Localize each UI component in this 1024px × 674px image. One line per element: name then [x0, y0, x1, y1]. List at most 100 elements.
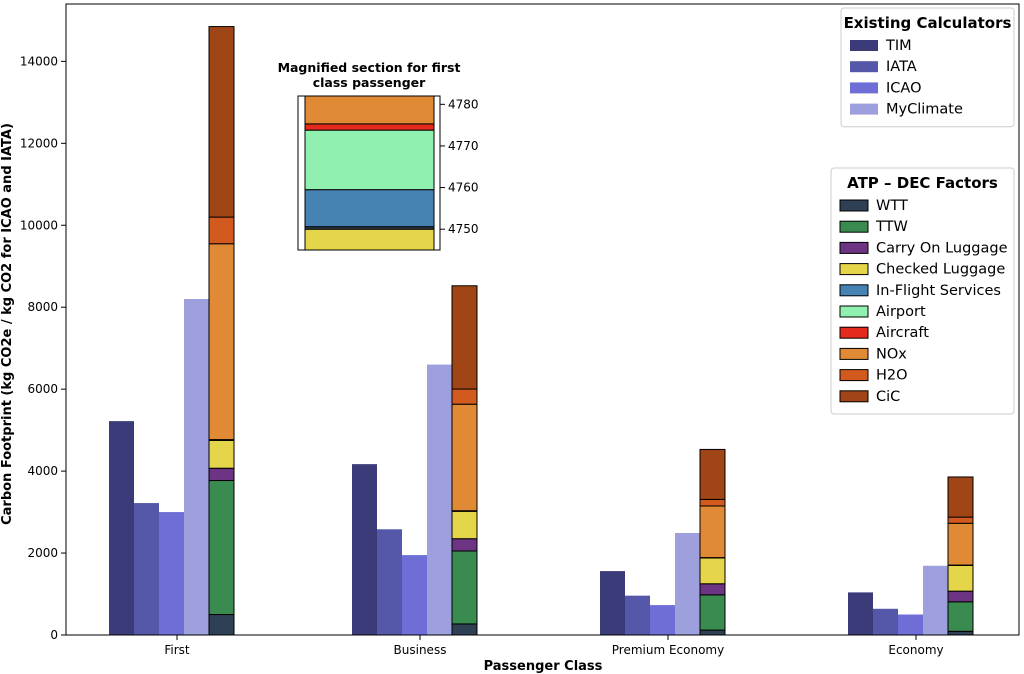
inset-segment-in-flight-services [304, 189, 435, 228]
stack-ttw-economy [947, 601, 974, 632]
bar-myclimate-premium-economy [675, 532, 700, 635]
bar-myclimate-first [184, 299, 209, 635]
bar-icao-business [402, 555, 427, 635]
stack-carry-on-luggage-business [451, 538, 478, 552]
y-tick-label: 10000 [20, 218, 58, 232]
legend-label-icao: ICAO [886, 80, 921, 96]
bar-myclimate-business [427, 364, 452, 635]
stack-nox-business [451, 403, 478, 512]
stack-carry-on-luggage-first [208, 467, 235, 482]
stack-wtt-economy [947, 630, 974, 636]
bar-icao-economy [898, 614, 923, 635]
legend-label-h2o: H2O [876, 368, 908, 384]
legend-atp: ATP – DEC Factors WTT TTW Carry On Luggage C… [830, 167, 1015, 415]
bar-iata-economy [873, 608, 898, 635]
legend-swatch-in-flight-services [839, 284, 869, 297]
legend-label-airport: Airport [876, 304, 926, 320]
y-tick-label: 2000 [27, 546, 58, 560]
bar-iata-first [134, 503, 159, 635]
inset-tick-label: 4770 [448, 139, 479, 153]
legend-label-ttw: TTW [875, 219, 908, 235]
x-tick-label: Economy [888, 643, 943, 657]
x-tick-label: First [164, 643, 190, 657]
legend-label-in-flight-services: In-Flight Services [876, 283, 1001, 299]
stack-nox-economy [947, 522, 974, 566]
y-tick-label: 14000 [20, 54, 58, 68]
y-tick-label: 6000 [27, 382, 58, 396]
stack-checked-luggage-first [208, 439, 235, 469]
stack-nox-first [208, 243, 235, 441]
bar-myclimate-economy [923, 565, 948, 635]
legend-label-aircraft: Aircraft [876, 325, 929, 341]
stack-ttw-premium-economy [699, 594, 726, 631]
stack-cic-business [451, 285, 478, 390]
legend-label-checked-luggage: Checked Luggage [876, 262, 1005, 278]
legend-label-wtt: WTT [876, 198, 908, 214]
stack-checked-luggage-economy [947, 564, 974, 592]
inset-segment-aircraft [304, 123, 435, 131]
bar-iata-business [377, 529, 402, 635]
legend-label-tim: TIM [885, 38, 912, 54]
inset-segment-nox [304, 95, 435, 125]
stack-carry-on-luggage-premium-economy [699, 583, 726, 596]
legend-atp-title: ATP – DEC Factors [847, 174, 998, 192]
bar-tim-first [109, 421, 134, 635]
bar-tim-premium-economy [600, 571, 625, 635]
y-axis-label: Carbon Footprint (kg CO2e / kg CO2 for I… [0, 123, 15, 525]
stack-h2o-premium-economy [699, 498, 726, 507]
inset-title-line: Magnified section for first [278, 60, 461, 75]
bar-tim-economy [848, 592, 873, 635]
bar-icao-first [159, 512, 184, 635]
legend-swatch-iata [850, 61, 878, 73]
inset-title-line: class passenger [313, 75, 426, 90]
stack-carry-on-luggage-economy [947, 590, 974, 603]
legend-label-cic: CiC [876, 389, 900, 405]
stack-nox-premium-economy [699, 505, 726, 559]
bar-tim-business [352, 464, 377, 635]
legend-swatch-icao [850, 82, 878, 94]
inset-tick-label: 4780 [448, 97, 479, 111]
stack-cic-premium-economy [699, 448, 726, 500]
stack-h2o-economy [947, 516, 974, 524]
plot-frame [65, 3, 1020, 636]
x-tick-label: Business [394, 643, 447, 657]
legend-label-carry-on-luggage: Carry On Luggage [876, 240, 1008, 256]
legend-swatch-wtt [839, 199, 869, 212]
legend-swatch-h2o [839, 369, 869, 382]
legend-calculators-title: Existing Calculators [844, 14, 1012, 32]
stack-wtt-premium-economy [699, 629, 726, 636]
stack-checked-luggage-business [451, 510, 478, 540]
bar-iata-premium-economy [625, 595, 650, 635]
legend-swatch-aircraft [839, 326, 869, 339]
stack-wtt-first [208, 614, 235, 636]
stack-cic-first [208, 26, 235, 218]
y-tick-label: 0 [50, 628, 58, 642]
legend-swatch-tim [850, 40, 878, 51]
legend-swatch-checked-luggage [839, 263, 869, 276]
stack-h2o-business [451, 388, 478, 405]
inset-tick-label: 4760 [448, 181, 479, 195]
inset-frame [297, 95, 441, 251]
legend-swatch-cic [839, 390, 869, 403]
legend-swatch-nox [839, 347, 869, 360]
x-tick-label: Premium Economy [612, 643, 724, 657]
x-axis-label: Passenger Class [484, 659, 603, 674]
legend-swatch-myclimate [850, 103, 878, 115]
y-tick-label: 12000 [20, 136, 58, 150]
inset-tick-label: 4750 [448, 222, 479, 236]
legend-label-myclimate: MyClimate [886, 102, 963, 118]
legend-calculators-box [840, 7, 1015, 128]
stack-h2o-first [208, 216, 235, 245]
legend-swatch-airport [839, 305, 869, 318]
stack-cic-economy [947, 476, 974, 518]
legend-swatch-ttw [839, 220, 869, 233]
stack-checked-luggage-premium-economy [699, 557, 726, 585]
legend-label-iata: IATA [886, 59, 917, 75]
stack-wtt-business [451, 623, 478, 636]
legend-calculators: Existing Calculators TIM IATA ICAO MyClimate [840, 7, 1015, 128]
legend-atp-box [830, 167, 1015, 415]
stack-ttw-first [208, 480, 235, 616]
legend-swatch-carry-on-luggage [839, 241, 869, 254]
y-tick-label: 4000 [27, 464, 58, 478]
